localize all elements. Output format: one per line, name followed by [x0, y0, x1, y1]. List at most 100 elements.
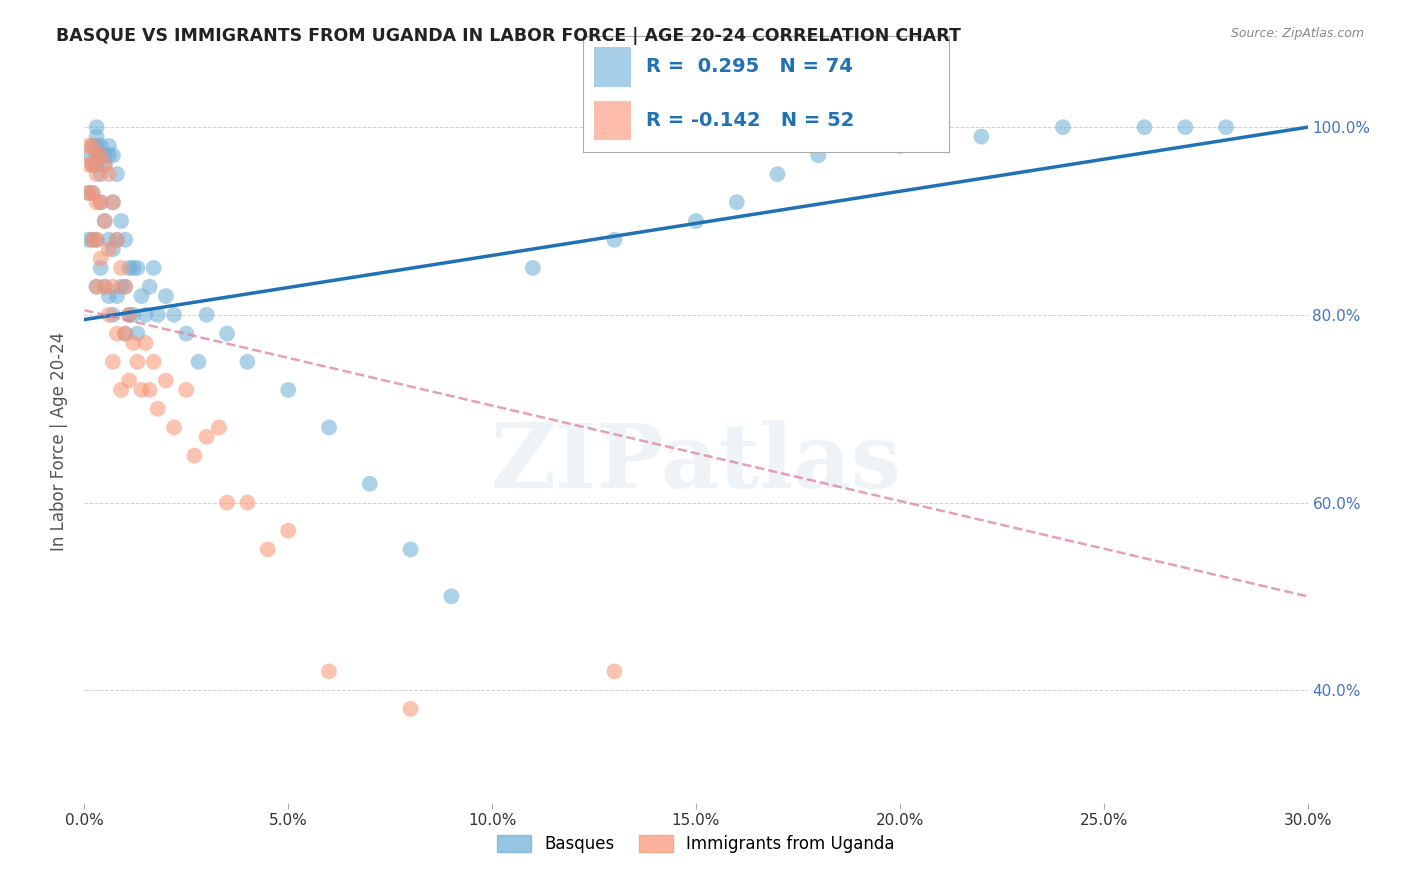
Point	[522, 260, 544, 275]
Text: Source: ZipAtlas.com: Source: ZipAtlas.com	[1230, 27, 1364, 40]
Point	[131, 289, 153, 303]
Point	[82, 233, 104, 247]
Point	[86, 148, 108, 162]
Point	[118, 308, 141, 322]
Point	[110, 383, 132, 397]
Point	[93, 279, 115, 293]
Point	[86, 120, 108, 135]
Point	[93, 214, 115, 228]
Point	[93, 214, 115, 228]
Point	[82, 233, 104, 247]
Point	[82, 139, 104, 153]
Point	[114, 279, 136, 293]
Point	[195, 430, 218, 444]
Point	[127, 326, 149, 341]
Point	[105, 167, 128, 181]
Point	[195, 308, 218, 322]
Y-axis label: In Labor Force | Age 20-24: In Labor Force | Age 20-24	[51, 332, 69, 551]
Point	[105, 289, 128, 303]
Point	[90, 148, 112, 162]
Point	[90, 139, 112, 153]
Point	[90, 167, 112, 181]
Text: R =  0.295   N = 74: R = 0.295 N = 74	[645, 57, 852, 77]
Point	[93, 158, 115, 172]
Point	[82, 158, 104, 172]
Point	[97, 242, 120, 256]
Point	[97, 289, 120, 303]
Point	[146, 308, 169, 322]
Point	[142, 260, 165, 275]
Point	[359, 476, 381, 491]
Bar	[595, 47, 631, 87]
Point	[183, 449, 205, 463]
Point	[105, 233, 128, 247]
Point	[86, 139, 108, 153]
Point	[208, 420, 231, 434]
Legend: Basques, Immigrants from Uganda: Basques, Immigrants from Uganda	[491, 828, 901, 860]
Point	[90, 195, 112, 210]
Point	[93, 279, 115, 293]
Point	[131, 383, 153, 397]
Point	[187, 355, 209, 369]
Point	[135, 336, 157, 351]
Point	[277, 383, 299, 397]
Point	[86, 148, 108, 162]
Point	[766, 167, 789, 181]
Point	[889, 139, 911, 153]
Text: BASQUE VS IMMIGRANTS FROM UGANDA IN LABOR FORCE | AGE 20-24 CORRELATION CHART: BASQUE VS IMMIGRANTS FROM UGANDA IN LABO…	[56, 27, 962, 45]
Point	[97, 233, 120, 247]
Point	[82, 186, 104, 200]
Point	[118, 260, 141, 275]
Point	[440, 590, 463, 604]
Point	[135, 308, 157, 322]
Point	[77, 148, 100, 162]
Point	[97, 148, 120, 162]
Point	[110, 260, 132, 275]
Point	[155, 374, 177, 388]
Point	[807, 148, 830, 162]
Point	[77, 139, 100, 153]
Text: ZIPatlas: ZIPatlas	[491, 420, 901, 507]
Point	[318, 665, 340, 679]
Point	[122, 260, 145, 275]
Point	[101, 308, 124, 322]
Point	[101, 355, 124, 369]
Point	[236, 355, 259, 369]
Point	[105, 233, 128, 247]
Point	[236, 495, 259, 509]
Point	[101, 148, 124, 162]
Point	[90, 260, 112, 275]
Point	[86, 167, 108, 181]
Point	[155, 289, 177, 303]
Point	[174, 326, 197, 341]
Point	[90, 195, 112, 210]
Point	[82, 158, 104, 172]
Point	[86, 233, 108, 247]
Point	[399, 702, 422, 716]
Point	[97, 167, 120, 181]
Point	[86, 279, 108, 293]
Point	[725, 195, 748, 210]
Point	[138, 383, 160, 397]
Point	[77, 186, 100, 200]
Point	[970, 129, 993, 144]
Point	[82, 186, 104, 200]
Point	[603, 665, 626, 679]
Point	[122, 336, 145, 351]
Point	[82, 139, 104, 153]
Point	[101, 279, 124, 293]
Point	[122, 308, 145, 322]
Point	[86, 279, 108, 293]
Point	[86, 158, 108, 172]
Point	[101, 195, 124, 210]
Point	[603, 233, 626, 247]
Point	[93, 158, 115, 172]
Point	[86, 129, 108, 144]
Point	[163, 420, 186, 434]
Point	[685, 214, 707, 228]
Point	[101, 195, 124, 210]
Point	[174, 383, 197, 397]
Point	[217, 495, 239, 509]
Point	[138, 279, 160, 293]
Point	[1174, 120, 1197, 135]
